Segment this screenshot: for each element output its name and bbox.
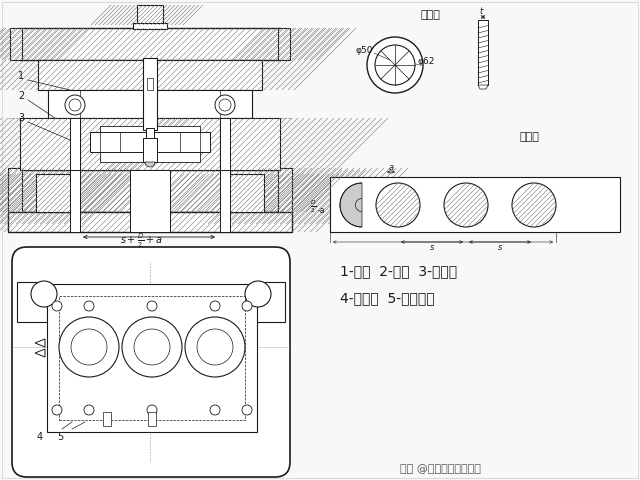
Bar xyxy=(80,118,220,170)
Circle shape xyxy=(512,183,556,227)
Circle shape xyxy=(52,301,62,311)
Circle shape xyxy=(197,329,233,365)
Bar xyxy=(278,168,292,224)
Bar xyxy=(146,128,154,150)
Circle shape xyxy=(65,95,85,115)
Text: 2: 2 xyxy=(18,91,24,101)
Text: 排样图: 排样图 xyxy=(520,132,540,142)
Bar xyxy=(20,170,280,212)
Circle shape xyxy=(219,99,231,111)
Circle shape xyxy=(444,183,488,227)
Text: 1: 1 xyxy=(18,71,24,81)
Text: s: s xyxy=(430,243,434,252)
Bar xyxy=(147,78,153,90)
Bar xyxy=(133,23,167,29)
Bar xyxy=(70,118,80,170)
Text: a: a xyxy=(388,163,394,172)
Wedge shape xyxy=(145,162,155,167)
Text: 5: 5 xyxy=(57,432,63,442)
Circle shape xyxy=(147,301,157,311)
Circle shape xyxy=(147,405,157,415)
Bar xyxy=(478,20,488,85)
Text: s: s xyxy=(498,243,502,252)
Wedge shape xyxy=(340,183,362,227)
Circle shape xyxy=(376,183,420,227)
Bar xyxy=(220,118,230,170)
Bar xyxy=(137,5,163,25)
Text: 工件图: 工件图 xyxy=(420,10,440,20)
Circle shape xyxy=(185,317,245,377)
Bar xyxy=(59,296,245,420)
Text: 3: 3 xyxy=(18,113,24,123)
Text: 4: 4 xyxy=(37,432,43,442)
Bar xyxy=(330,177,620,232)
Bar xyxy=(100,126,200,162)
Text: -a: -a xyxy=(318,206,326,215)
Bar xyxy=(255,282,285,322)
Text: 4-侧压板  5-侧压簧片: 4-侧压板 5-侧压簧片 xyxy=(340,291,435,305)
FancyBboxPatch shape xyxy=(12,247,290,477)
Polygon shape xyxy=(478,85,488,89)
Circle shape xyxy=(84,301,94,311)
Bar xyxy=(90,132,210,152)
Bar xyxy=(148,412,156,426)
Text: 1-凸模  2-凹模  3-挡料杆: 1-凸模 2-凹模 3-挡料杆 xyxy=(340,264,457,278)
Bar xyxy=(224,174,264,212)
Bar xyxy=(70,170,80,232)
Text: φ62: φ62 xyxy=(418,57,435,66)
Bar xyxy=(220,118,280,170)
Bar xyxy=(20,118,80,170)
Bar xyxy=(36,174,76,212)
Bar xyxy=(47,284,257,432)
Bar xyxy=(220,170,230,232)
Circle shape xyxy=(375,45,415,85)
Bar xyxy=(8,168,22,224)
Bar xyxy=(38,60,262,90)
Bar xyxy=(130,170,170,232)
Bar xyxy=(143,58,157,130)
Polygon shape xyxy=(35,339,45,347)
Bar xyxy=(10,28,22,60)
Bar xyxy=(48,90,252,118)
Text: $s+\frac{D}{2}+a$: $s+\frac{D}{2}+a$ xyxy=(120,232,163,250)
Circle shape xyxy=(242,405,252,415)
Circle shape xyxy=(245,281,271,307)
Circle shape xyxy=(71,329,107,365)
Circle shape xyxy=(31,281,57,307)
Circle shape xyxy=(210,405,220,415)
Bar xyxy=(17,282,47,322)
Bar xyxy=(20,28,280,60)
Bar xyxy=(8,212,292,232)
Circle shape xyxy=(134,329,170,365)
Circle shape xyxy=(122,317,182,377)
Bar xyxy=(278,28,290,60)
Circle shape xyxy=(242,301,252,311)
Circle shape xyxy=(367,37,423,93)
Polygon shape xyxy=(35,349,45,357)
Circle shape xyxy=(69,99,81,111)
Circle shape xyxy=(210,301,220,311)
Circle shape xyxy=(84,405,94,415)
Bar xyxy=(143,138,157,162)
Text: t: t xyxy=(479,7,483,16)
Text: $\frac{D}{2}$: $\frac{D}{2}$ xyxy=(310,199,317,215)
Text: φ50: φ50 xyxy=(355,46,372,55)
Circle shape xyxy=(215,95,235,115)
Text: 头条 @金属板材成形之家: 头条 @金属板材成形之家 xyxy=(400,464,481,474)
Circle shape xyxy=(52,405,62,415)
Circle shape xyxy=(59,317,119,377)
Bar xyxy=(103,412,111,426)
